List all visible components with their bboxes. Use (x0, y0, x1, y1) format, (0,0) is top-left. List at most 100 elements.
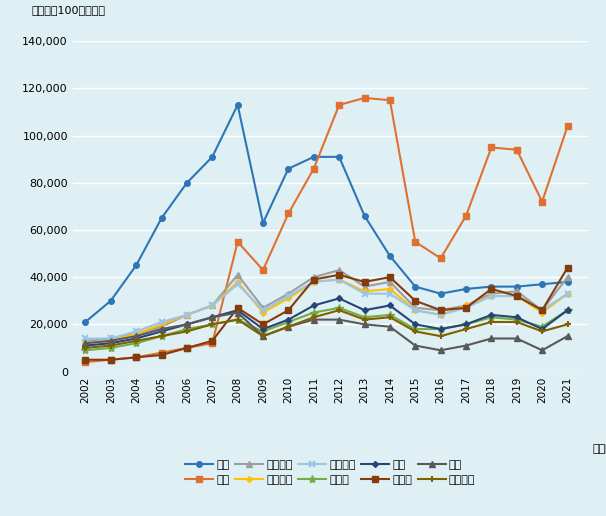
中国 (234, 239, 241, 245)
イタリア (82, 338, 89, 344)
イタリア (462, 302, 470, 309)
オランダ (488, 319, 495, 325)
フランス (336, 277, 343, 283)
日本 (158, 326, 165, 332)
イタリア (336, 267, 343, 273)
イタリア (310, 274, 318, 280)
Line: 日本: 日本 (82, 310, 570, 353)
オランダ (158, 333, 165, 339)
インド (107, 357, 115, 363)
オランダ (82, 345, 89, 351)
スペイン (386, 286, 393, 292)
英国 (285, 316, 292, 322)
米国 (488, 283, 495, 289)
オランダ (513, 319, 521, 325)
Text: （単位：100万ドル）: （単位：100万ドル） (32, 5, 105, 15)
米国 (285, 166, 292, 172)
日本 (133, 333, 140, 339)
オランダ (234, 316, 241, 322)
スペイン (437, 312, 444, 318)
日本 (539, 347, 546, 353)
英国 (411, 321, 419, 328)
英国 (158, 328, 165, 334)
フランス (310, 279, 318, 285)
スペイン (310, 279, 318, 285)
オランダ (133, 338, 140, 344)
中国 (411, 239, 419, 245)
インド (310, 277, 318, 283)
インド (259, 321, 267, 328)
フランス (208, 302, 216, 309)
インド (82, 357, 89, 363)
米国 (386, 253, 393, 259)
フランス (411, 307, 419, 313)
ドイツ (564, 307, 571, 313)
米国 (158, 215, 165, 221)
オランダ (411, 328, 419, 334)
日本 (234, 310, 241, 316)
インド (462, 305, 470, 311)
日本 (107, 338, 115, 344)
米国 (133, 262, 140, 268)
日本 (361, 321, 368, 328)
英国 (361, 307, 368, 313)
米国 (208, 154, 216, 160)
日本 (183, 321, 190, 328)
米国 (259, 220, 267, 226)
イタリア (107, 335, 115, 342)
日本 (488, 335, 495, 342)
スペイン (564, 291, 571, 297)
インド (513, 293, 521, 299)
スペイン (462, 302, 470, 309)
ドイツ (234, 316, 241, 322)
インド (234, 305, 241, 311)
英国 (310, 302, 318, 309)
ドイツ (158, 333, 165, 339)
インド (411, 298, 419, 304)
インド (564, 265, 571, 271)
フランス (513, 293, 521, 299)
スペイン (133, 331, 140, 337)
ドイツ (107, 345, 115, 351)
フランス (564, 291, 571, 297)
イタリア (411, 305, 419, 311)
英国 (234, 307, 241, 313)
イタリア (513, 288, 521, 295)
オランダ (285, 324, 292, 330)
米国 (513, 283, 521, 289)
英国 (437, 326, 444, 332)
イタリア (539, 307, 546, 313)
中国 (361, 95, 368, 101)
スペイン (488, 293, 495, 299)
オランダ (183, 328, 190, 334)
中国 (539, 199, 546, 205)
ドイツ (513, 316, 521, 322)
オランダ (564, 321, 571, 328)
ドイツ (411, 326, 419, 332)
英国 (513, 314, 521, 320)
中国 (336, 102, 343, 108)
中国 (513, 147, 521, 153)
英国 (386, 302, 393, 309)
スペイン (411, 307, 419, 313)
日本 (437, 347, 444, 353)
日本 (411, 343, 419, 349)
中国 (437, 255, 444, 262)
ドイツ (539, 324, 546, 330)
Line: 中国: 中国 (82, 95, 570, 365)
インド (336, 272, 343, 278)
日本 (310, 316, 318, 322)
オランダ (437, 333, 444, 339)
フランス (234, 281, 241, 287)
ドイツ (462, 321, 470, 328)
ドイツ (208, 321, 216, 328)
インド (437, 307, 444, 313)
Line: ドイツ: ドイツ (81, 303, 571, 354)
Line: 米国: 米国 (82, 102, 570, 325)
日本 (208, 314, 216, 320)
中国 (208, 340, 216, 346)
日本 (259, 333, 267, 339)
インド (158, 352, 165, 358)
中国 (488, 144, 495, 151)
ドイツ (183, 326, 190, 332)
